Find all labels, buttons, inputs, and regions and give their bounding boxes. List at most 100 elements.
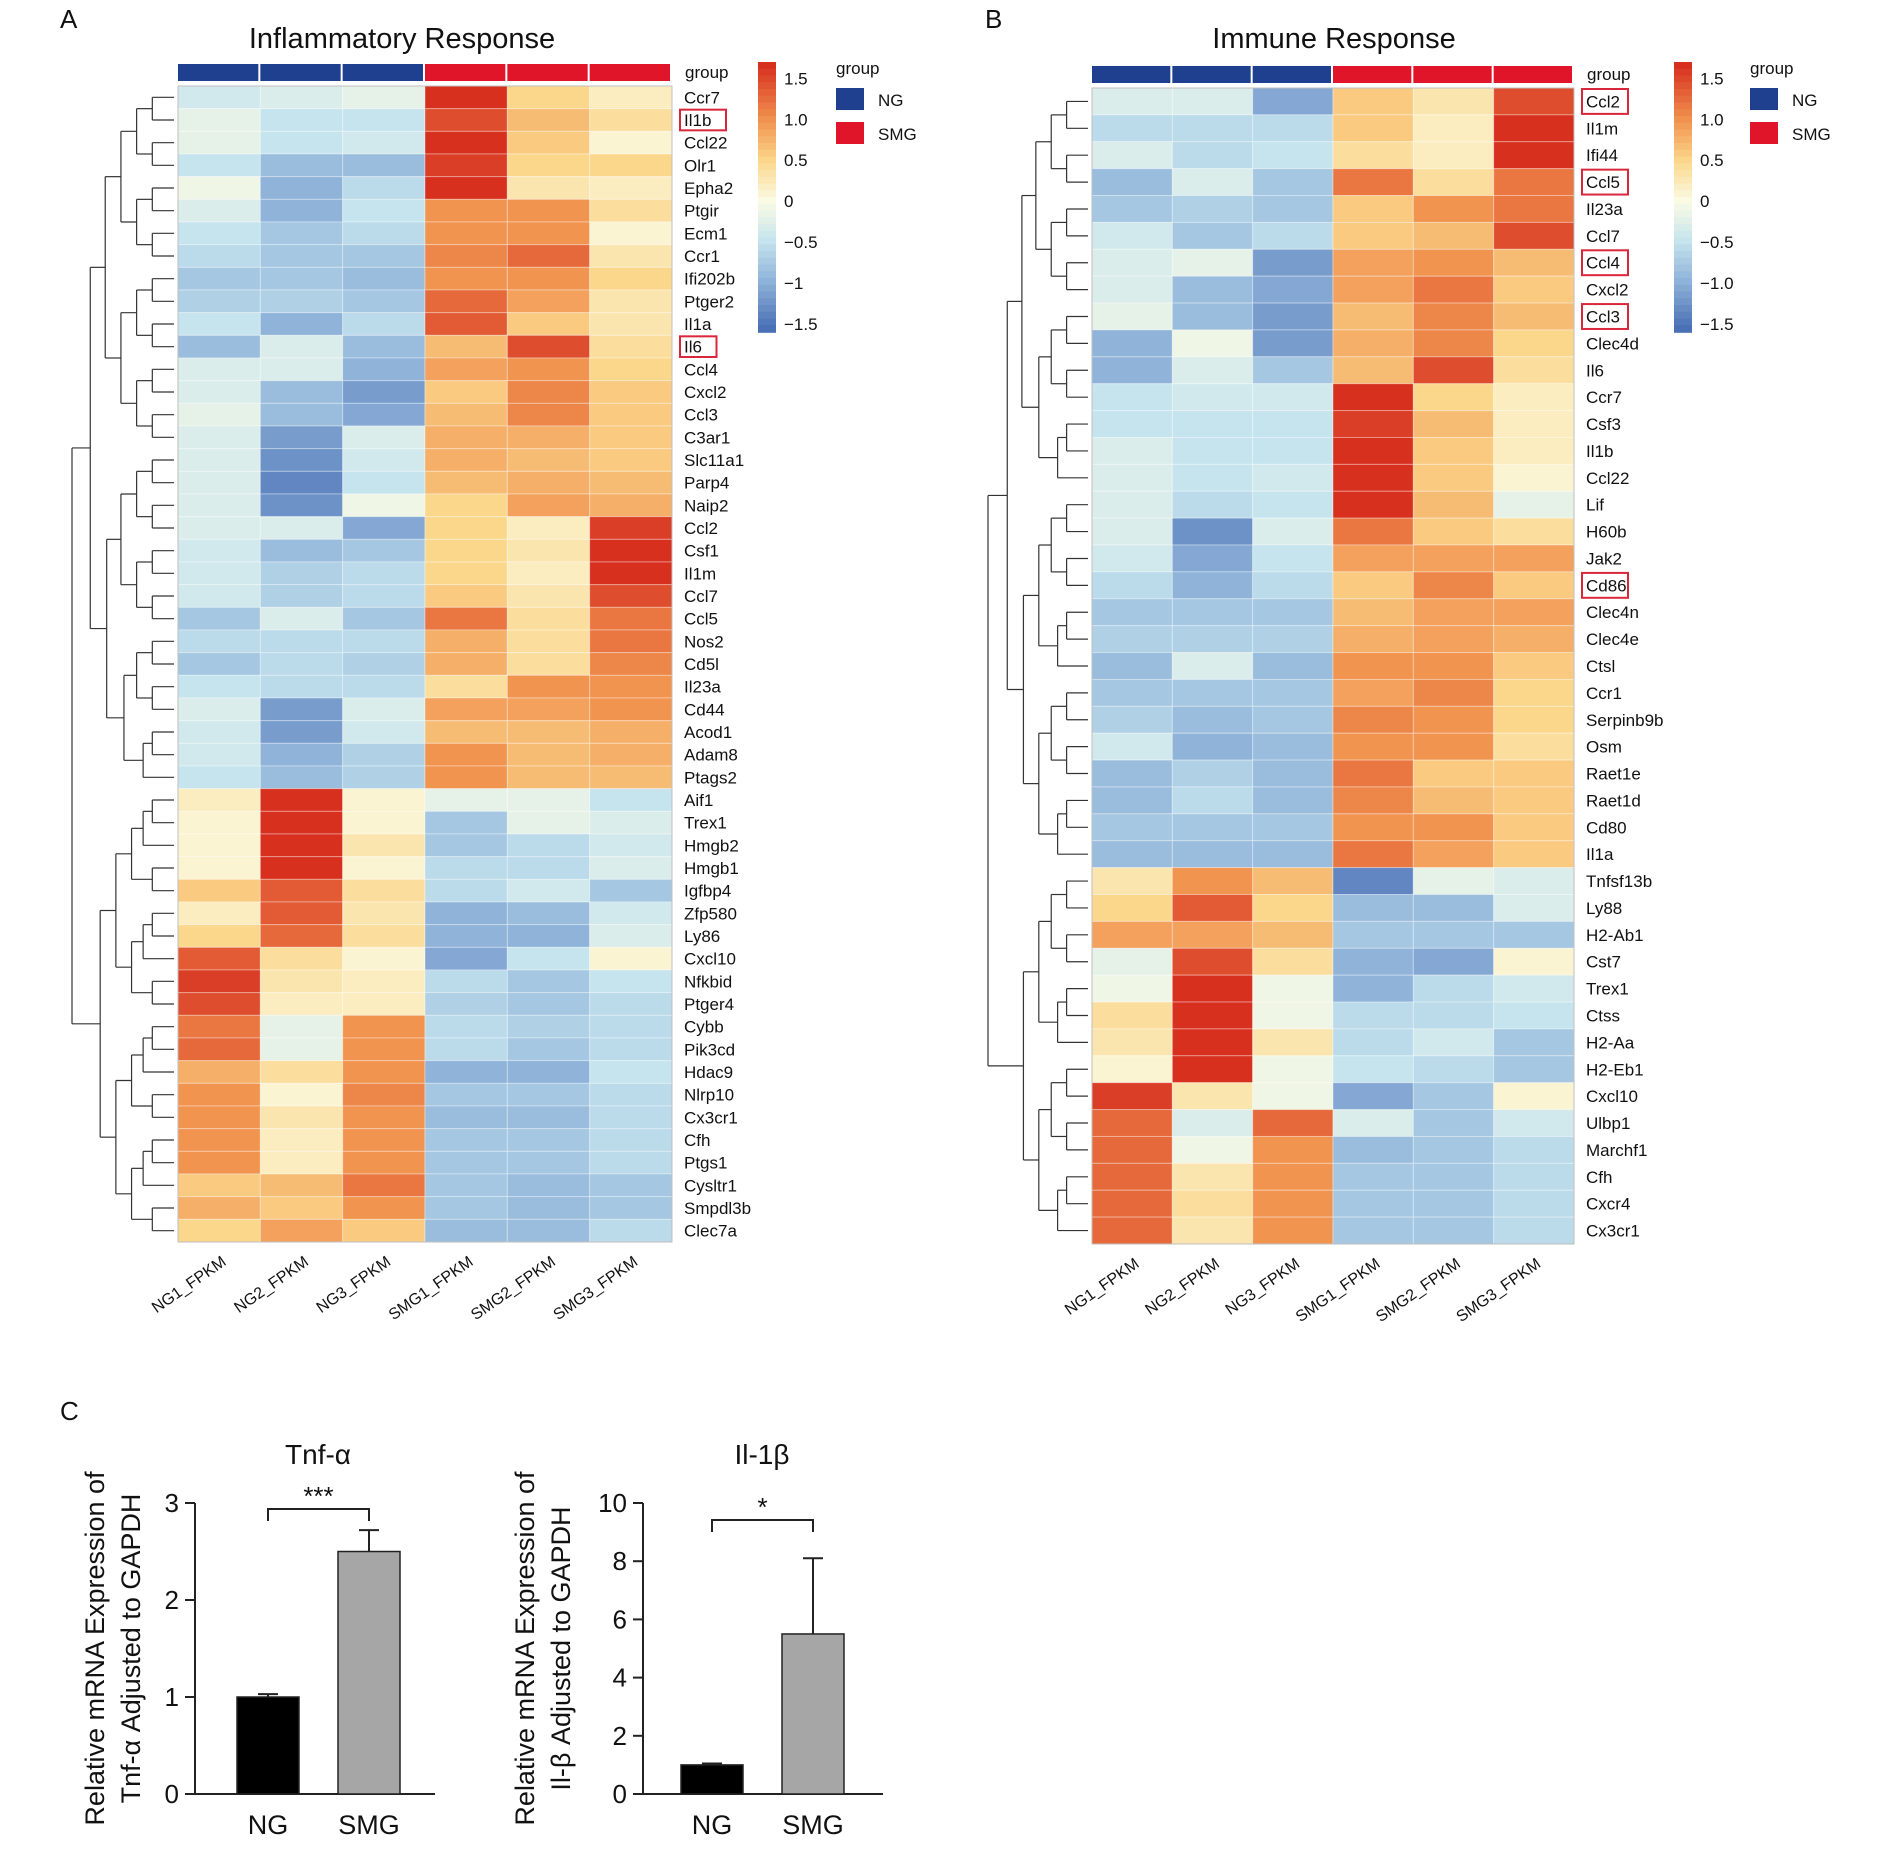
heatmap-cell bbox=[1171, 1055, 1254, 1084]
heatmap-cell bbox=[259, 244, 344, 268]
heatmap-cell bbox=[259, 1082, 344, 1107]
heatmap-cell bbox=[342, 198, 426, 223]
heatmap-cell bbox=[506, 561, 591, 586]
heatmap-cell bbox=[424, 629, 508, 654]
heatmap-cell bbox=[1252, 168, 1334, 197]
color-scale-step bbox=[1674, 271, 1692, 279]
heatmap-cell bbox=[259, 538, 344, 563]
gene-label: Cxcr4 bbox=[1586, 1195, 1630, 1214]
heatmap-cell bbox=[589, 969, 673, 994]
heatmap-cell bbox=[259, 357, 344, 382]
heatmap-cell bbox=[506, 221, 591, 246]
gene-label: Ccl4 bbox=[684, 360, 718, 379]
heatmap-cell bbox=[1252, 302, 1334, 331]
heatmap-cell bbox=[506, 1060, 591, 1084]
gene-highlight-box bbox=[1581, 88, 1629, 115]
heatmap-cell bbox=[1412, 759, 1495, 788]
heatmap-cell bbox=[1252, 786, 1334, 815]
heatmap-cell bbox=[1493, 87, 1575, 116]
heatmap-cell bbox=[589, 992, 673, 1016]
column-label: NG1_FPKM bbox=[149, 1253, 229, 1316]
heatmap-cell bbox=[177, 357, 261, 382]
gene-label: Cxcl10 bbox=[684, 950, 736, 969]
heatmap-cell bbox=[259, 606, 344, 631]
heatmap-cell bbox=[424, 380, 508, 404]
color-scale-step bbox=[758, 102, 776, 111]
y-axis-label: Relative mRNA Expression of bbox=[80, 1471, 110, 1826]
heatmap-cell bbox=[1091, 1082, 1173, 1111]
heatmap-cell bbox=[1252, 517, 1334, 546]
gene-label: Ly88 bbox=[1586, 899, 1622, 918]
heatmap-cell bbox=[1171, 652, 1254, 680]
heatmap-cell bbox=[259, 402, 344, 427]
bar bbox=[680, 1764, 744, 1795]
gene-label: H2-Aa bbox=[1586, 1033, 1635, 1052]
heatmap-cell bbox=[424, 765, 508, 790]
heatmap-cell bbox=[1252, 1001, 1334, 1030]
heatmap-cell bbox=[177, 674, 261, 699]
heatmap-cell bbox=[1332, 974, 1414, 1003]
color-scale-step bbox=[1674, 197, 1692, 205]
color-scale-step bbox=[1674, 82, 1692, 90]
heatmap-cell bbox=[424, 130, 508, 155]
heatmap-cell bbox=[424, 153, 508, 178]
heatmap-cell bbox=[342, 924, 426, 948]
heatmap-cell bbox=[342, 561, 426, 586]
heatmap-cell bbox=[1412, 705, 1495, 734]
bar-chart-il-1-beta: 0 2 4 6 8 10 NG SMG * Il-1β Relative mRNA Expressi… bbox=[510, 1439, 883, 1840]
color-scale-tick: 0.5 bbox=[784, 151, 808, 170]
heatmap-cell bbox=[589, 289, 673, 314]
heatmap-cell bbox=[506, 448, 591, 472]
group-bar-cell bbox=[1413, 66, 1492, 83]
heatmap-cell bbox=[1493, 974, 1575, 1003]
heatmap-cell bbox=[1091, 571, 1173, 600]
heatmap-cell bbox=[1252, 490, 1334, 519]
heatmap-cell bbox=[259, 1128, 344, 1152]
legend-swatch bbox=[1750, 88, 1778, 110]
y-tick-label: 10 bbox=[598, 1488, 627, 1518]
category-label: NG bbox=[692, 1810, 733, 1840]
heatmap-cell bbox=[1091, 356, 1173, 385]
color-scale-tick: −1 bbox=[784, 274, 803, 293]
heatmap-cell bbox=[342, 788, 426, 812]
color-scale-tick: −0.5 bbox=[784, 233, 818, 252]
heatmap-cell bbox=[259, 924, 344, 948]
heatmap-cell bbox=[589, 538, 673, 563]
heatmap-cell bbox=[424, 1060, 508, 1084]
heatmap-cell bbox=[177, 516, 261, 540]
heatmap-cell bbox=[1493, 678, 1575, 707]
heatmap-cell bbox=[1252, 894, 1334, 922]
heatmap-a-column-labels: NG1_FPKM NG2_FPKM NG3_FPKMSMG1_FPKMSMG2_FP… bbox=[149, 1253, 641, 1324]
heatmap-cell bbox=[259, 198, 344, 223]
color-scale-step bbox=[1674, 170, 1692, 178]
color-scale-step bbox=[1674, 298, 1692, 306]
column-label: NG2_FPKM bbox=[1142, 1255, 1222, 1318]
gene-label: Ptgs1 bbox=[684, 1154, 727, 1173]
heatmap-cell bbox=[1412, 571, 1495, 600]
heatmap-cell bbox=[1493, 114, 1575, 143]
heatmap-cell bbox=[1332, 1001, 1414, 1030]
heatmap-cell bbox=[424, 674, 508, 699]
heatmap-cell bbox=[1091, 598, 1173, 627]
color-scale-step bbox=[758, 325, 776, 333]
heatmap-cell bbox=[589, 198, 673, 223]
heatmap-cell bbox=[1091, 1001, 1173, 1030]
gene-label: Cysltr1 bbox=[684, 1176, 737, 1195]
heatmap-cell bbox=[1493, 625, 1575, 654]
heatmap-cell bbox=[506, 244, 591, 268]
column-label: SMG1_FPKM bbox=[1293, 1255, 1384, 1326]
heatmap-cell bbox=[1091, 786, 1173, 815]
heatmap-cell bbox=[1493, 248, 1575, 277]
heatmap-cell bbox=[1412, 436, 1495, 465]
heatmap-cell bbox=[506, 833, 591, 858]
heatmap-cell bbox=[1091, 840, 1173, 869]
color-scale-step bbox=[1674, 210, 1692, 219]
heatmap-cell bbox=[259, 1037, 344, 1062]
heatmap-cell bbox=[1091, 1162, 1173, 1191]
heatmap-b-group-label: group bbox=[1587, 65, 1630, 84]
heatmap-cell bbox=[1332, 894, 1414, 922]
heatmap-cell bbox=[1412, 221, 1495, 250]
gene-label: Il1m bbox=[1586, 119, 1618, 138]
heatmap-cell bbox=[1412, 625, 1495, 654]
